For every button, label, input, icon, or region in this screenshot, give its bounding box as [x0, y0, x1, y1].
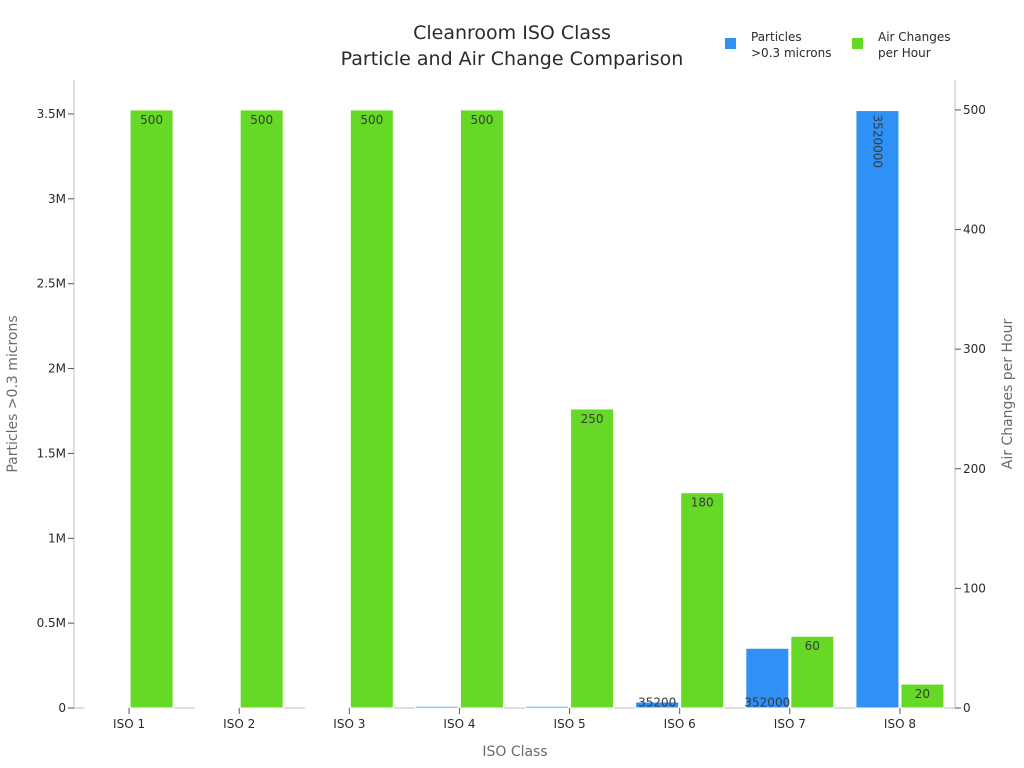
bar-label-air-changes: 500	[140, 113, 163, 127]
y-axis-left-title: Particles >0.3 microns	[5, 315, 21, 472]
bar-air-changes	[680, 492, 725, 709]
legend-label-air-changes-line-1: Air Changes	[878, 30, 951, 44]
x-tick-label: ISO 1	[113, 717, 145, 731]
y-right-tick-label: 100	[963, 581, 986, 595]
bar-label-air-changes: 180	[691, 496, 714, 510]
x-axis-title: ISO Class	[482, 744, 547, 760]
bar-air-changes	[239, 109, 284, 709]
y-right-tick-label: 500	[963, 103, 986, 117]
y-right-tick-label: 200	[963, 462, 986, 476]
y-right-tick-label: 0	[963, 701, 971, 715]
plot-area: 0 0.5M 1M 1.5M 2M 2.5M 3M 3.5M 0 100 200 300 400 500 I…	[37, 80, 986, 731]
bar-air-changes	[129, 109, 174, 709]
legend-label-particles-line-1: Particles	[751, 30, 802, 44]
x-tick-label: ISO 7	[774, 717, 806, 731]
x-tick-label: ISO 3	[333, 717, 365, 731]
bar-particles	[414, 705, 459, 709]
bar-label-air-changes: 500	[250, 113, 273, 127]
y-left-tick-label: 2.5M	[37, 277, 66, 291]
y-left-tick-label: 1.5M	[37, 446, 66, 460]
legend-label-air-changes-line-2: per Hour	[878, 46, 931, 60]
bar-air-changes	[570, 408, 615, 709]
x-tick-label: ISO 8	[884, 717, 916, 731]
bar-particles	[745, 647, 790, 709]
bar-label-air-changes: 500	[470, 113, 493, 127]
y-left-tick-label: 0.5M	[37, 616, 66, 630]
y-left-tick-label: 3M	[48, 192, 66, 206]
y-right-tick-label: 400	[963, 223, 986, 237]
legend-label-particles-line-2: >0.3 microns	[751, 46, 831, 60]
y-axis-right-title: Air Changes per Hour	[1000, 319, 1016, 470]
y-left-tick-label: 2M	[48, 362, 66, 376]
bar-particles	[84, 706, 129, 709]
bar-label-air-changes: 250	[581, 412, 604, 426]
bar-particles	[304, 706, 349, 709]
bar-air-changes	[900, 683, 945, 709]
y-right-tick-label: 300	[963, 342, 986, 356]
chart-title: Cleanroom ISO Class Particle and Air Cha…	[341, 22, 684, 70]
chart-title-line-2: Particle and Air Change Comparison	[341, 48, 684, 70]
bar-label-air-changes: 60	[805, 639, 820, 653]
y-left-tick-label: 0	[58, 701, 66, 715]
x-tick-label: ISO 5	[554, 717, 586, 731]
legend-swatch-particles	[725, 38, 736, 49]
bar-particles	[525, 705, 570, 709]
bar-air-changes	[459, 109, 504, 709]
bar-air-changes	[790, 635, 835, 709]
bar-label-particles: 352000	[744, 696, 790, 710]
bar-air-changes	[349, 109, 394, 709]
bar-label-particles: 3520000	[870, 115, 884, 168]
legend: Particles >0.3 microns Air Changes per H…	[725, 30, 951, 60]
bar-label-particles: 35200	[638, 696, 676, 710]
bar-particles	[194, 706, 239, 709]
bar-particles	[855, 110, 900, 709]
y-left-tick-label: 3.5M	[37, 107, 66, 121]
legend-swatch-air-changes	[852, 38, 863, 49]
bar-label-air-changes: 20	[915, 687, 930, 701]
x-tick-label: ISO 6	[664, 717, 696, 731]
bar-particles	[635, 701, 680, 709]
x-tick-label: ISO 4	[443, 717, 475, 731]
x-tick-label: ISO 2	[223, 717, 255, 731]
chart-title-line-1: Cleanroom ISO Class	[413, 22, 611, 44]
y-left-tick-label: 1M	[48, 531, 66, 545]
bar-label-air-changes: 500	[360, 113, 383, 127]
